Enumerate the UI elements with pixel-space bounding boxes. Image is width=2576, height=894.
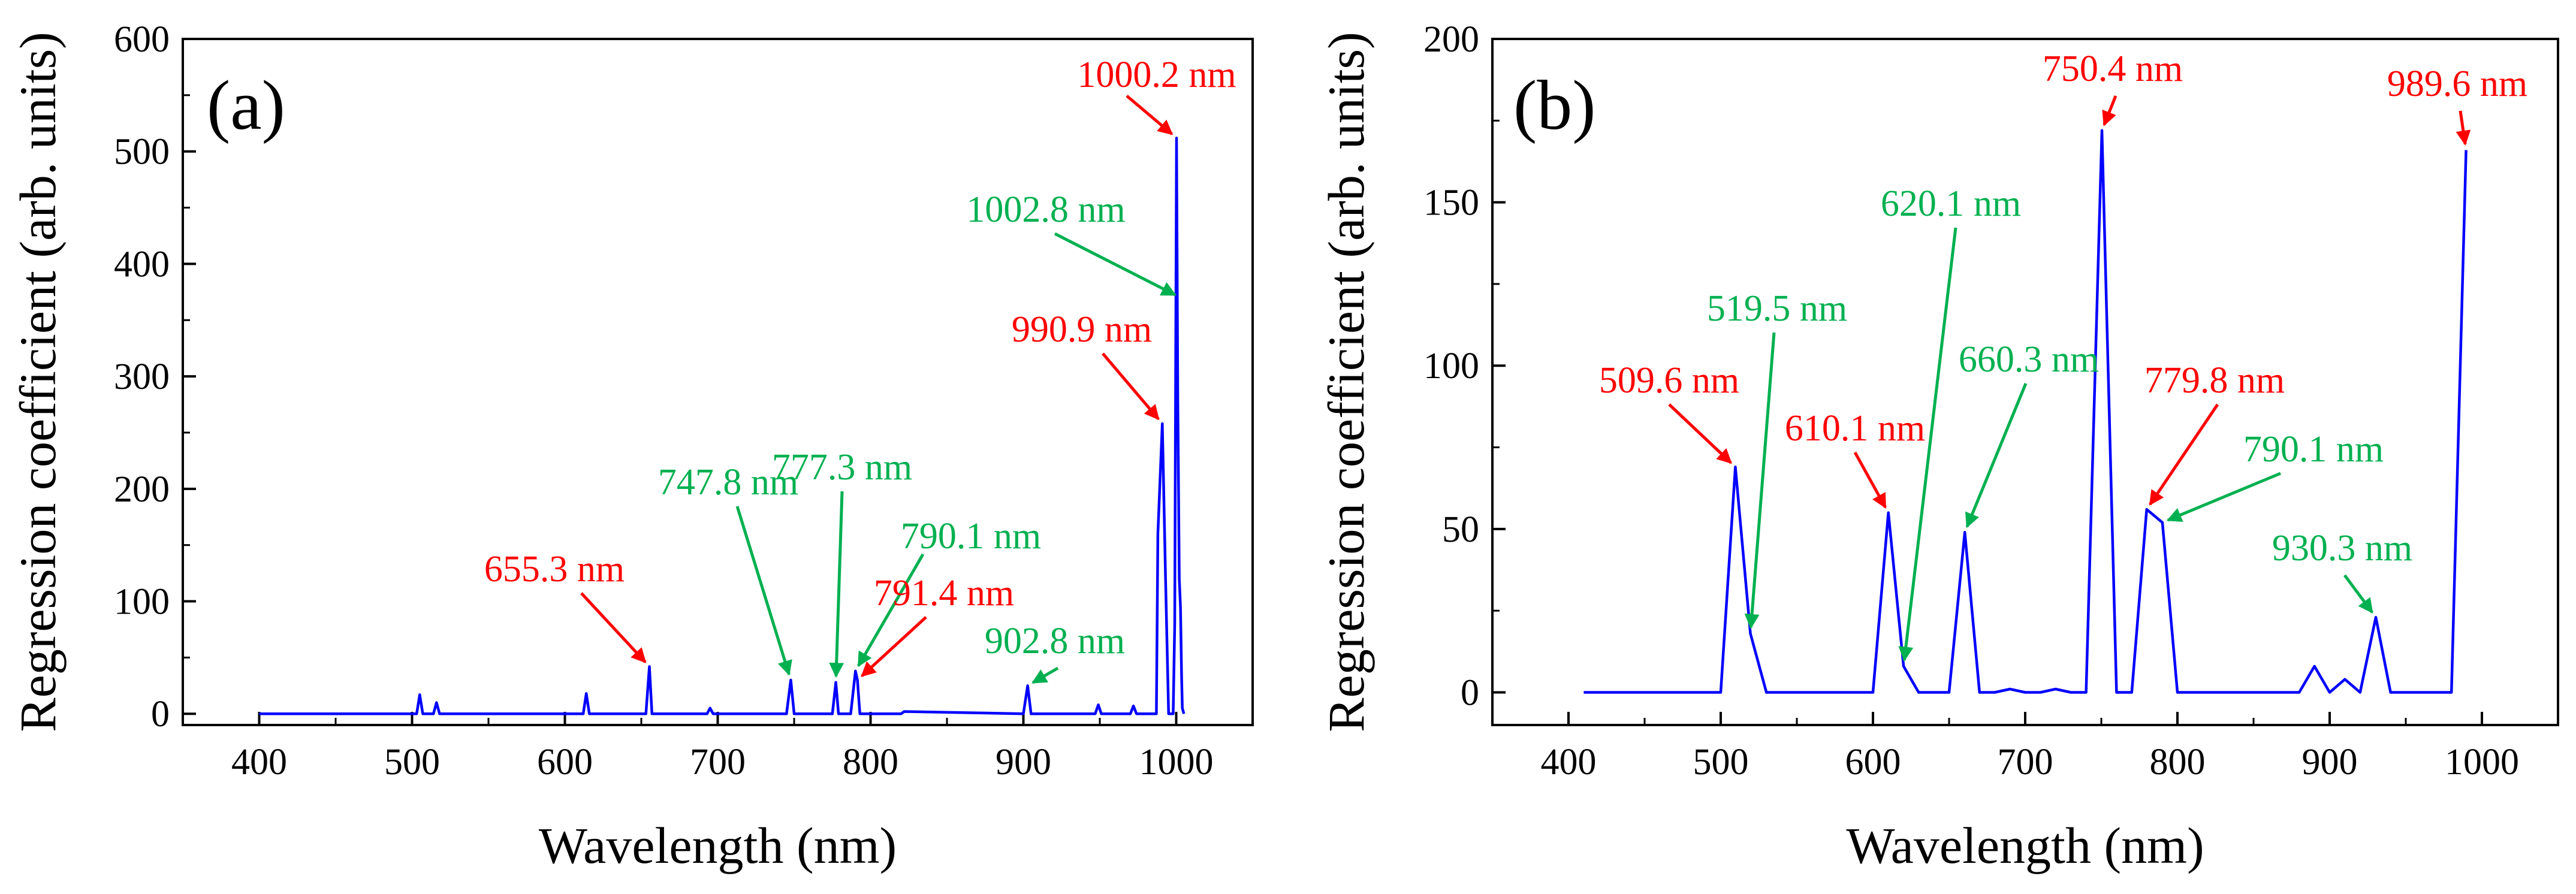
annotation-arrow (2343, 574, 2374, 614)
annotation-label: 902.8 nm (985, 621, 1125, 662)
y-tick-label: 500 (114, 132, 170, 173)
x-tick-label: 500 (384, 742, 440, 783)
annotation-arrow (1898, 227, 1957, 662)
y-tick-label: 100 (1423, 346, 1479, 386)
annotation-arrow (1965, 383, 2028, 528)
annotation-arrow (2102, 95, 2117, 126)
y-tick-label: 50 (1442, 509, 1479, 550)
y-tick-label: 600 (114, 19, 170, 60)
annotation-5096-nm: 509.6 nm (1599, 360, 1739, 464)
annotation-label: 509.6 nm (1599, 360, 1739, 401)
annotation-9896-nm: 989.6 nm (2387, 64, 2527, 146)
annotation-5195-nm: 519.5 nm (1707, 288, 1847, 629)
x-tick-label: 600 (537, 742, 593, 783)
annotation-arrow (580, 592, 647, 663)
x-tick-label: 700 (1998, 742, 2053, 783)
annotation-arrow (2456, 110, 2471, 146)
annotation-arrow (2166, 472, 2281, 522)
y-axis-title: Regression coefficient (arb. units) (9, 32, 67, 732)
annotation-label: 660.3 nm (1959, 339, 2099, 380)
x-axis-title: Wavelength (nm) (1846, 817, 2204, 874)
annotation-label: 930.3 nm (2272, 528, 2412, 569)
annotation-9909-nm: 990.9 nm (1012, 309, 1160, 421)
y-tick-label: 300 (114, 357, 170, 397)
annotation-label: 655.3 nm (484, 549, 625, 590)
chart-panel-b: 400 500 600 700 800 900 1000 0 50 100 150 200 Wavele… (1317, 19, 2559, 874)
annotation-label: 750.4 nm (2043, 49, 2183, 89)
panel-label: (a) (207, 66, 285, 144)
y-axis-title: Regression coefficient (arb. units) (1317, 32, 1375, 732)
annotation-label: 747.8 nm (658, 462, 798, 503)
chart-panel-a: 400 500 600 700 800 900 1000 0 100 200 300 400 500 60… (9, 19, 1254, 874)
annotation-label: 989.6 nm (2387, 64, 2527, 104)
annotation-7901-nm: 790.1 nm (2166, 429, 2384, 522)
y-tick-label: 200 (114, 469, 170, 510)
annotation-10028-nm: 1002.8 nm (966, 189, 1177, 297)
x-tick-label: 900 (996, 742, 1051, 783)
annotation-arrow (1054, 232, 1177, 297)
annotation-7773-nm: 777.3 nm (772, 447, 912, 678)
annotation-6553-nm: 655.3 nm (484, 549, 647, 663)
annotation-label: 790.1 nm (901, 516, 1041, 557)
x-tick-label: 500 (1693, 742, 1749, 783)
annotation-arrow (861, 616, 927, 678)
annotation-7798-nm: 779.8 nm (2144, 360, 2285, 506)
annotation-arrow (1126, 95, 1174, 135)
annotation-7478-nm: 747.8 nm (658, 462, 798, 676)
y-tick-label: 400 (114, 244, 170, 285)
series-line-0 (1583, 129, 2468, 694)
y-tick-label: 0 (151, 694, 170, 735)
y-tick-label: 150 (1423, 183, 1479, 223)
annotation-label: 1002.8 nm (966, 189, 1125, 230)
annotation-7901-nm: 790.1 nm (857, 516, 1041, 668)
x-tick-label: 800 (843, 742, 898, 783)
y-tick-label: 100 (114, 582, 170, 623)
annotation-6603-nm: 660.3 nm (1959, 339, 2099, 528)
annotation-9303-nm: 930.3 nm (2272, 528, 2412, 614)
x-tick-label: 900 (2302, 742, 2358, 783)
annotation-label: 610.1 nm (1785, 408, 1925, 449)
annotation-label: 1000.2 nm (1077, 55, 1236, 95)
x-tick-label: 600 (1845, 742, 1901, 783)
annotation-label: 791.4 nm (874, 573, 1014, 614)
annotation-7914-nm: 791.4 nm (861, 573, 1014, 678)
annotation-arrow (1031, 666, 1059, 684)
x-tick-label: 800 (2150, 742, 2206, 783)
annotation-arrow (1102, 352, 1160, 421)
annotation-arrow (1744, 332, 1776, 629)
annotation-10002-nm: 1000.2 nm (1077, 55, 1236, 135)
annotation-arrow (857, 553, 925, 668)
annotation-arrow (1853, 451, 1887, 509)
annotation-label: 620.1 nm (1881, 183, 2021, 224)
x-tick-label: 400 (1541, 742, 1597, 783)
annotation-6101-nm: 610.1 nm (1785, 408, 1925, 509)
annotation-arrow (829, 491, 844, 678)
annotation-label: 779.8 nm (2144, 360, 2285, 401)
annotation-arrow (2149, 403, 2219, 506)
y-tick-label: 200 (1423, 19, 1479, 60)
annotation-6201-nm: 620.1 nm (1881, 183, 2021, 662)
y-tick-label: 0 (1461, 672, 1479, 713)
annotation-arrow (735, 506, 792, 676)
x-tick-label: 400 (231, 742, 287, 783)
series-line-0 (259, 136, 1186, 715)
x-axis-title: Wavelength (nm) (539, 817, 897, 874)
annotation-label: 519.5 nm (1707, 288, 1847, 329)
x-tick-label: 700 (690, 742, 746, 783)
annotation-7504-nm: 750.4 nm (2043, 49, 2183, 126)
annotation-label: 990.9 nm (1012, 309, 1152, 350)
annotation-arrow (1668, 403, 1732, 464)
annotation-label: 790.1 nm (2243, 429, 2384, 470)
annotation-9028-nm: 902.8 nm (985, 621, 1125, 684)
panel-label: (b) (1513, 66, 1596, 144)
x-tick-label: 1000 (2445, 742, 2519, 783)
annotation-label: 777.3 nm (772, 447, 912, 488)
x-tick-label: 1000 (1139, 742, 1214, 783)
